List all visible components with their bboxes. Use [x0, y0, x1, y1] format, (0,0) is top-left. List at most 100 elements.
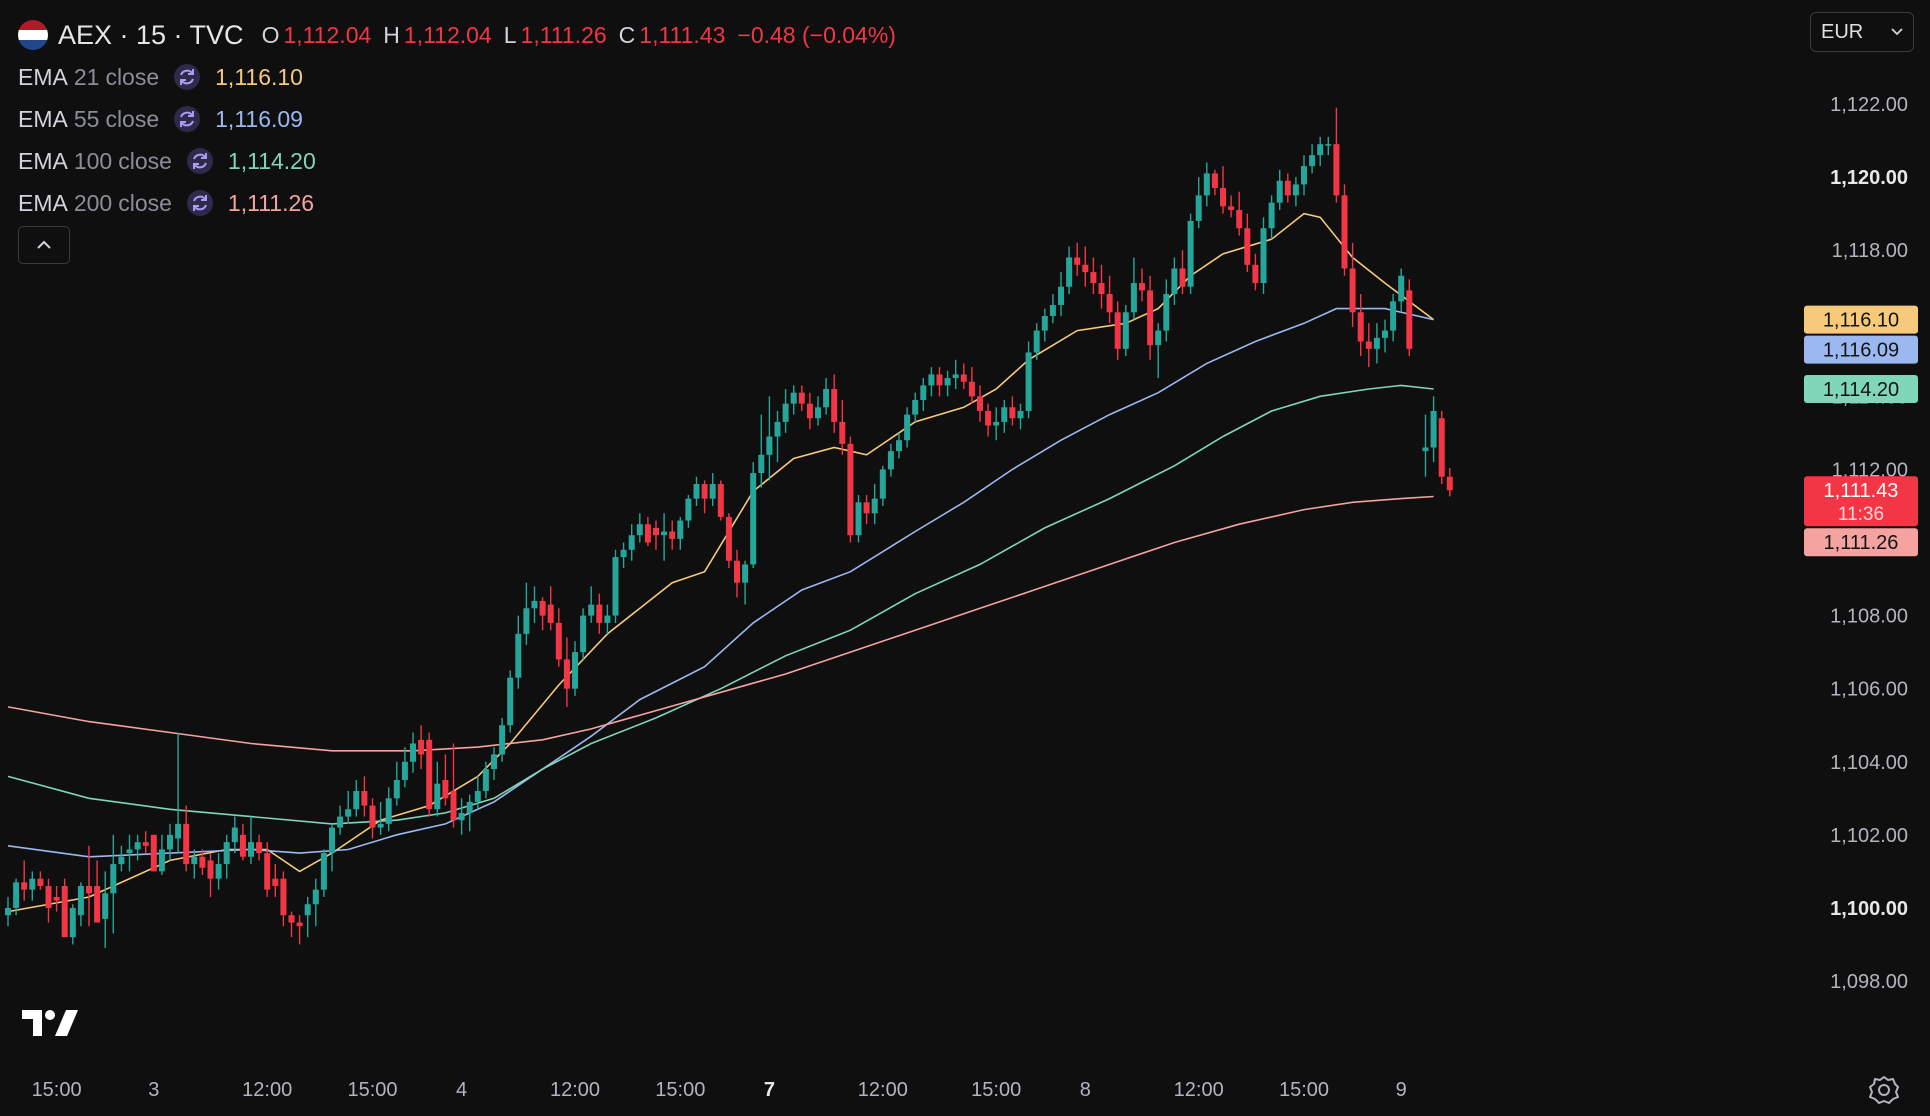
- price-label-bg: [1804, 476, 1918, 527]
- candle: [1236, 191, 1243, 236]
- candle-body: [53, 896, 60, 901]
- candle-body: [1260, 228, 1267, 284]
- candle: [952, 359, 959, 390]
- indicator-row[interactable]: EMA 200 close 1,111.26: [18, 182, 896, 224]
- y-tick-label: 1,106.00: [1830, 679, 1908, 701]
- open-value: 1,112.04: [283, 21, 372, 48]
- candle-body: [142, 842, 149, 846]
- candle-body: [904, 414, 911, 441]
- candle-body: [636, 524, 643, 536]
- candle-body: [61, 885, 68, 938]
- candle-body: [118, 856, 125, 865]
- candle: [1058, 272, 1064, 316]
- candle-body: [717, 484, 724, 517]
- candle-body: [426, 739, 433, 810]
- candle: [199, 849, 206, 876]
- x-tick-label: 9: [1396, 1079, 1407, 1101]
- candle-body: [936, 374, 943, 386]
- symbol-row: AEX · 15 · TVC O 1,112.04 H 1,112.04 L 1,11…: [18, 14, 896, 56]
- refresh-icon[interactable]: [186, 147, 214, 175]
- candle: [734, 549, 740, 598]
- indicator-row[interactable]: EMA 55 close 1,116.09: [18, 98, 896, 140]
- candle: [798, 385, 805, 411]
- time-axis[interactable]: 15:00 3 12:00 15:00 4 12:00 15:00 7 12:00 15:00 8 1…: [32, 1079, 1407, 1101]
- candle-body: [1276, 180, 1283, 203]
- indicator-length: 100: [73, 147, 113, 174]
- candle: [126, 834, 133, 872]
- candle: [191, 849, 198, 879]
- candle: [1341, 184, 1348, 276]
- candle-body: [952, 374, 959, 379]
- candle-body: [361, 790, 368, 806]
- indicator-list: EMA 21 close 1,116.10 EMA 55 close 1,116.09 EMA 1…: [18, 56, 896, 224]
- candle: [167, 823, 173, 861]
- candle: [29, 871, 36, 901]
- candle-body: [215, 864, 222, 879]
- candle-body: [1171, 268, 1178, 295]
- candle: [580, 608, 587, 660]
- candle-body: [1147, 290, 1154, 346]
- high-label: H: [383, 21, 400, 48]
- symbol-title[interactable]: AEX · 15 · TVC: [58, 19, 244, 50]
- candle: [693, 476, 700, 506]
- candle-body: [1066, 257, 1073, 287]
- candle: [815, 396, 821, 426]
- candle-body: [5, 907, 11, 916]
- candle-body: [134, 842, 141, 850]
- candle-body: [960, 374, 967, 382]
- candle-body: [1430, 410, 1437, 448]
- candle: [1106, 275, 1113, 324]
- candle: [1382, 319, 1388, 353]
- indicator-source: close: [118, 147, 172, 174]
- refresh-icon[interactable]: [173, 105, 201, 133]
- candle: [1422, 414, 1429, 477]
- candle-body: [377, 823, 384, 828]
- candle: [515, 615, 522, 689]
- candle: [442, 754, 449, 806]
- settings-gear-icon[interactable]: [1868, 1074, 1900, 1106]
- y-tick-label: 1,120.00: [1830, 167, 1908, 189]
- close-value: 1,111.43: [639, 21, 726, 48]
- candle: [653, 520, 659, 550]
- candle: [158, 834, 165, 876]
- indicator-row[interactable]: EMA 21 close 1,116.10: [18, 56, 896, 98]
- refresh-icon[interactable]: [186, 189, 214, 217]
- candle: [361, 776, 368, 817]
- candle: [491, 747, 497, 781]
- candle-body: [458, 812, 465, 821]
- candle: [904, 407, 911, 448]
- candle-body: [1309, 155, 1316, 167]
- candle: [94, 860, 101, 923]
- ema-line: [7, 495, 1434, 752]
- refresh-icon[interactable]: [173, 63, 201, 91]
- candle: [296, 915, 303, 945]
- candle: [1033, 323, 1040, 360]
- x-tick-label: 15:00: [971, 1079, 1021, 1101]
- x-tick-label: 15:00: [655, 1079, 705, 1101]
- candle-body: [782, 403, 789, 422]
- candle: [636, 513, 643, 543]
- x-tick-label: 12:00: [858, 1079, 908, 1101]
- candle-body: [1373, 337, 1380, 349]
- indicator-row[interactable]: EMA 100 close 1,114.20: [18, 140, 896, 182]
- candle-body: [944, 378, 951, 386]
- candle-body: [1317, 144, 1324, 156]
- candle: [183, 805, 190, 872]
- candle: [426, 732, 433, 817]
- candle: [1260, 217, 1267, 295]
- candle-body: [1422, 447, 1429, 452]
- candle: [272, 864, 279, 897]
- candle: [1325, 136, 1332, 156]
- candle-body: [1349, 268, 1356, 313]
- collapse-legend-button[interactable]: [18, 226, 70, 264]
- candle-body: [596, 604, 603, 623]
- indicator-source: close: [118, 189, 172, 216]
- candle-body: [474, 790, 481, 802]
- currency-select[interactable]: EUR: [1810, 12, 1914, 52]
- price-scale-labels: 1,116.101,116.091,114.201,111.4311:361,1…: [1804, 305, 1918, 557]
- candle-body: [750, 473, 757, 565]
- candle-body: [1365, 341, 1372, 349]
- candle: [879, 465, 886, 506]
- candle: [887, 443, 894, 477]
